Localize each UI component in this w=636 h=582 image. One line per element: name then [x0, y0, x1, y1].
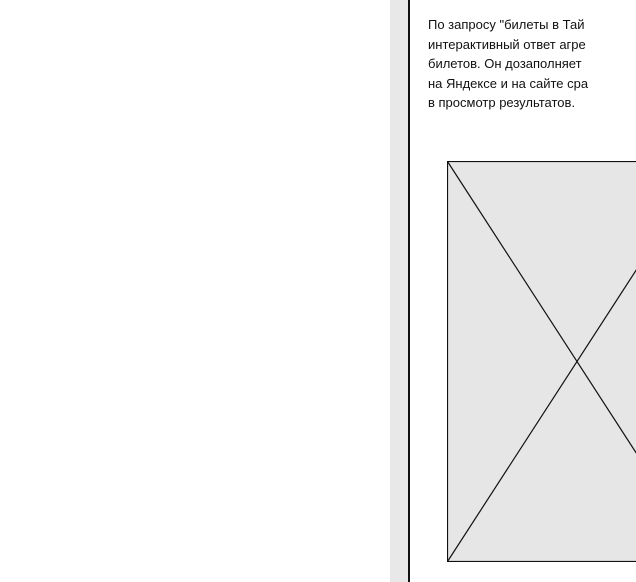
description-line-3: билетов. Он дозаполняет	[428, 56, 582, 71]
right-content-panel: По запросу "билеты в Тай интерактивный о…	[410, 0, 636, 582]
description-line-5: в просмотр результатов.	[428, 95, 576, 110]
left-blank-panel	[0, 0, 390, 582]
description-line-1: По запросу "билеты в Тай	[428, 17, 585, 32]
panel-gutter	[390, 0, 408, 582]
description-line-2: интерактивный ответ агре	[428, 36, 586, 52]
image-placeholder-icon	[447, 161, 636, 562]
panel-divider	[408, 0, 410, 582]
description-line-4: на Яндексе и на сайте сра	[428, 75, 589, 91]
description-text: По запросу "билеты в Тай интерактивный о…	[428, 15, 636, 113]
